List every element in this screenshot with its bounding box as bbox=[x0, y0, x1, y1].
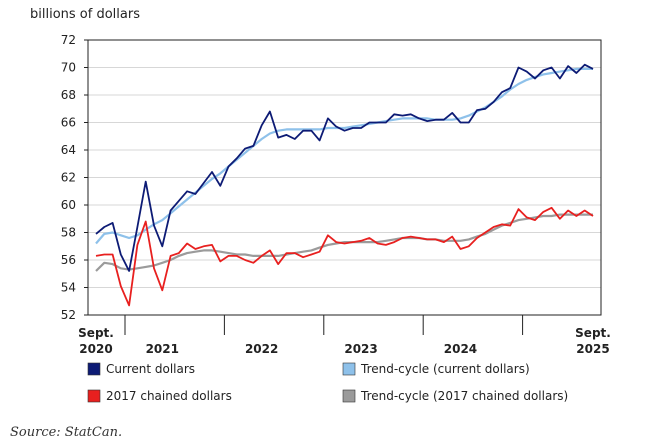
legend-label-3: Trend-cycle (2017 chained dollars) bbox=[360, 389, 568, 403]
plot-frame bbox=[87, 39, 602, 316]
y-tick-label-66: 66 bbox=[61, 116, 76, 130]
series-line-0 bbox=[95, 63, 594, 272]
x-label-line1-5: Sept. bbox=[575, 326, 611, 340]
y-tick-label-70: 70 bbox=[61, 61, 76, 75]
series-line-2 bbox=[95, 206, 594, 307]
x-axis-ticks: Sept. 2020 2021 2022 2023 2024 Sept. 2025 bbox=[78, 315, 611, 356]
source-note: Source: StatCan. bbox=[10, 425, 123, 440]
x-label-line2-4: 2024 bbox=[444, 342, 477, 356]
legend-label-1: Trend-cycle (current dollars) bbox=[360, 362, 530, 376]
legend-label-2: 2017 chained dollars bbox=[106, 389, 232, 403]
y-tick-label-52: 52 bbox=[61, 308, 76, 322]
series-line-3 bbox=[95, 213, 593, 272]
y-axis-ticks: 52 54 56 58 60 62 64 66 68 70 72 bbox=[61, 33, 88, 322]
legend-swatch-0 bbox=[87, 362, 101, 376]
series-lines bbox=[95, 63, 594, 307]
legend-swatch-3 bbox=[342, 389, 356, 403]
y-tick-label-72: 72 bbox=[61, 33, 76, 47]
y-tick-label-68: 68 bbox=[61, 88, 76, 102]
series-line-1 bbox=[95, 67, 593, 245]
x-label-line2-0: 2020 bbox=[79, 342, 112, 356]
x-label-line2-3: 2023 bbox=[344, 342, 377, 356]
legend-swatch-1 bbox=[342, 362, 356, 376]
legend: Current dollars Trend-cycle (current doll… bbox=[87, 362, 568, 403]
x-label-line1-0: Sept. bbox=[78, 326, 114, 340]
y-tick-label-64: 64 bbox=[61, 143, 76, 157]
y-tick-label-60: 60 bbox=[61, 198, 76, 212]
y-tick-label-56: 56 bbox=[61, 253, 76, 267]
legend-swatch-2 bbox=[87, 389, 101, 403]
x-label-line2-2: 2022 bbox=[245, 342, 278, 356]
x-label-line2-1: 2021 bbox=[146, 342, 179, 356]
y-tick-label-58: 58 bbox=[61, 226, 76, 240]
y-tick-label-62: 62 bbox=[61, 171, 76, 185]
x-label-line2-5: 2025 bbox=[576, 342, 609, 356]
y-axis-label: billions of dollars bbox=[30, 7, 140, 22]
y-tick-label-54: 54 bbox=[61, 281, 76, 295]
legend-label-0: Current dollars bbox=[106, 362, 195, 376]
chart: billions of dollars 52 54 56 58 60 62 64 66 68 70… bbox=[30, 7, 611, 403]
